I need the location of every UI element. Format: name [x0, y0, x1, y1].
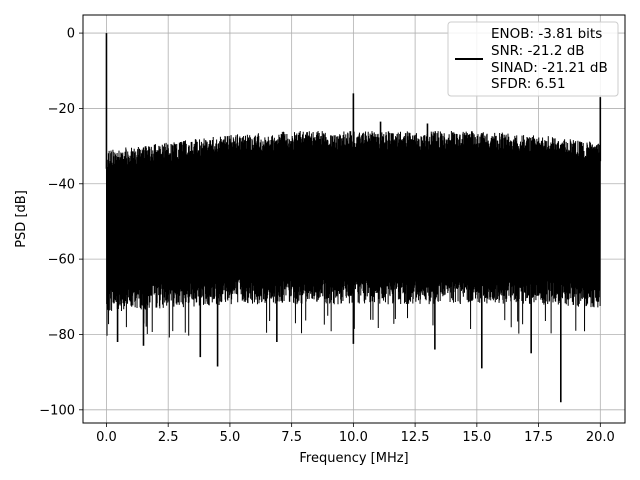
y-axis-label: PSD [dB] — [14, 190, 29, 248]
axis-ticks: 0.0 2.5 5.0 7.5 10.0 12.5 15.0 17.5 20.0 0 −20 −40 −… — [39, 27, 615, 445]
legend-entry-sfdr: SFDR: 6.51 — [491, 76, 566, 92]
psd-trace — [105, 33, 602, 403]
legend-entry-sinad: SINAD: -21.21 dB — [491, 60, 608, 76]
y-tick-label: −60 — [48, 253, 75, 268]
x-axis-label: Frequency [MHz] — [299, 451, 408, 466]
x-tick-label: 17.5 — [524, 430, 553, 445]
legend: ENOB: -3.81 bits SNR: -21.2 dB SINAD: -2… — [447, 21, 619, 97]
y-tick-label: 0 — [67, 27, 75, 42]
x-tick-label: 12.5 — [401, 430, 430, 445]
y-tick-label: −100 — [39, 403, 75, 418]
legend-entry-snr: SNR: -21.2 dB — [491, 43, 585, 59]
x-tick-label: 2.5 — [158, 430, 179, 445]
x-tick-label: 15.0 — [462, 430, 491, 445]
x-tick-label: 20.0 — [586, 430, 615, 445]
x-tick-label: 5.0 — [220, 430, 241, 445]
plot-frame — [82, 14, 626, 424]
y-tick-label: −20 — [48, 102, 75, 117]
x-tick-label: 0.0 — [96, 430, 117, 445]
x-tick-label: 10.0 — [339, 430, 368, 445]
y-tick-label: −80 — [48, 328, 75, 343]
x-tick-label: 7.5 — [281, 430, 302, 445]
y-tick-label: −40 — [48, 177, 75, 192]
legend-box — [447, 21, 619, 97]
legend-entry-enob: ENOB: -3.81 bits — [491, 26, 602, 42]
